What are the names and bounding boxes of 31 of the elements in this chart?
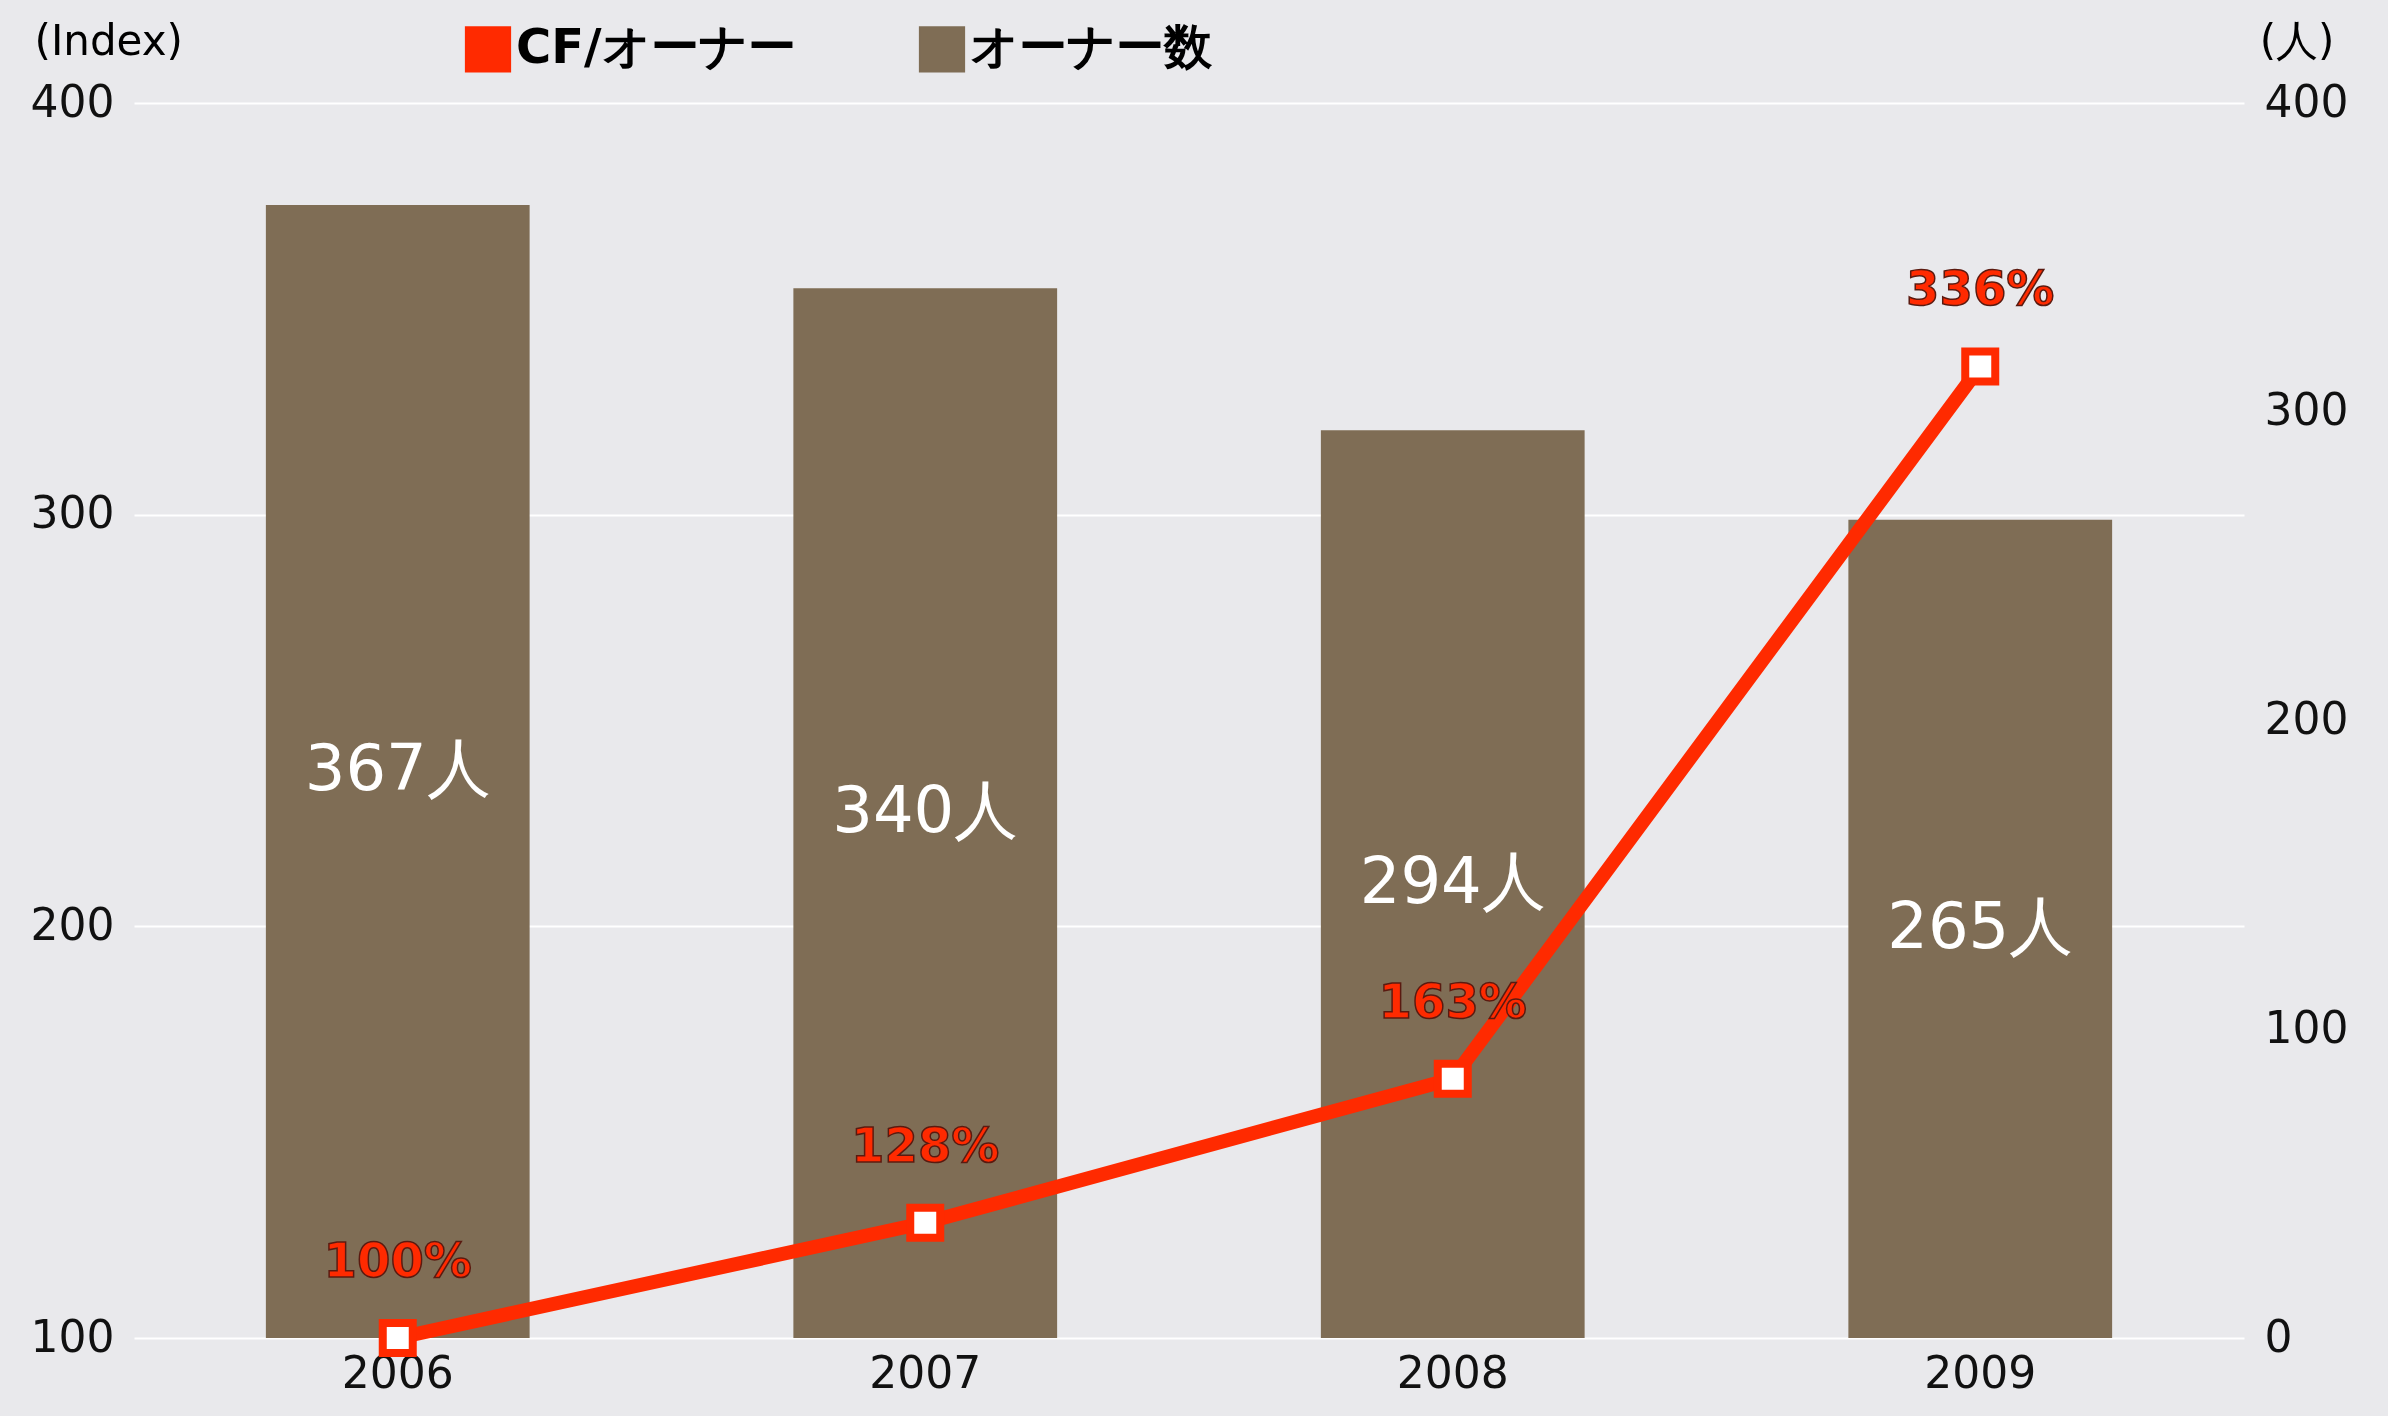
y2-tick-label: 100 — [2264, 1001, 2349, 1053]
legend-label: オーナー数 — [970, 18, 1213, 75]
x-tick-label: 2009 — [1924, 1346, 2037, 1398]
data-label: 367人 — [304, 731, 491, 806]
data-label: 100% — [323, 1232, 472, 1288]
y-tick-label: 100 — [30, 1310, 115, 1362]
legend-label: CF/オーナー — [516, 18, 796, 75]
x-tick-label: 2006 — [341, 1346, 454, 1398]
y-tick-label: 300 — [30, 487, 115, 539]
x-tick-label: 2008 — [1396, 1346, 1509, 1398]
point — [1961, 347, 2000, 386]
y-tick-label: 400 — [30, 75, 115, 127]
data-label: 336% — [1906, 260, 2055, 317]
bar — [793, 288, 1058, 1338]
y2-tick-label: 300 — [2264, 384, 2349, 436]
data-label: 265人 — [1887, 888, 2074, 963]
point — [906, 1203, 945, 1242]
y2-tick-label: 0 — [2264, 1310, 2293, 1362]
y2-tick-label: 400 — [2264, 75, 2349, 127]
bar — [265, 204, 530, 1338]
y-axis-title: (Index) — [34, 15, 183, 65]
y-tick-label: 200 — [30, 898, 115, 950]
y2-tick-label: 200 — [2264, 693, 2349, 744]
x-tick-label: 2007 — [869, 1346, 982, 1398]
bar — [1320, 430, 1585, 1338]
bar — [1848, 519, 2113, 1338]
point — [1433, 1059, 1472, 1098]
data-label: 128% — [851, 1116, 1000, 1173]
data-label: 294人 — [1359, 844, 1546, 919]
y2-axis-title: (人) — [2259, 15, 2335, 65]
data-label: 340人 — [832, 773, 1019, 848]
